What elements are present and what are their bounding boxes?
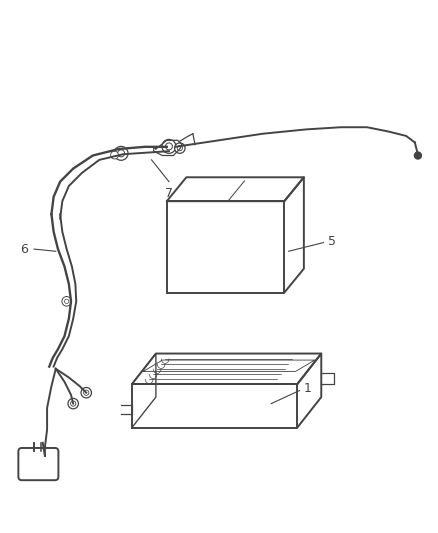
Circle shape (62, 296, 71, 306)
Text: 1: 1 (304, 382, 312, 395)
Text: 5: 5 (328, 235, 336, 248)
Circle shape (40, 450, 50, 461)
Circle shape (81, 387, 92, 398)
Circle shape (111, 151, 118, 159)
Circle shape (175, 143, 185, 154)
Circle shape (68, 398, 78, 409)
Circle shape (414, 152, 421, 159)
Circle shape (162, 140, 176, 154)
Circle shape (114, 147, 128, 160)
Text: 7: 7 (165, 187, 173, 200)
FancyBboxPatch shape (18, 448, 58, 480)
Text: 6: 6 (20, 243, 28, 256)
